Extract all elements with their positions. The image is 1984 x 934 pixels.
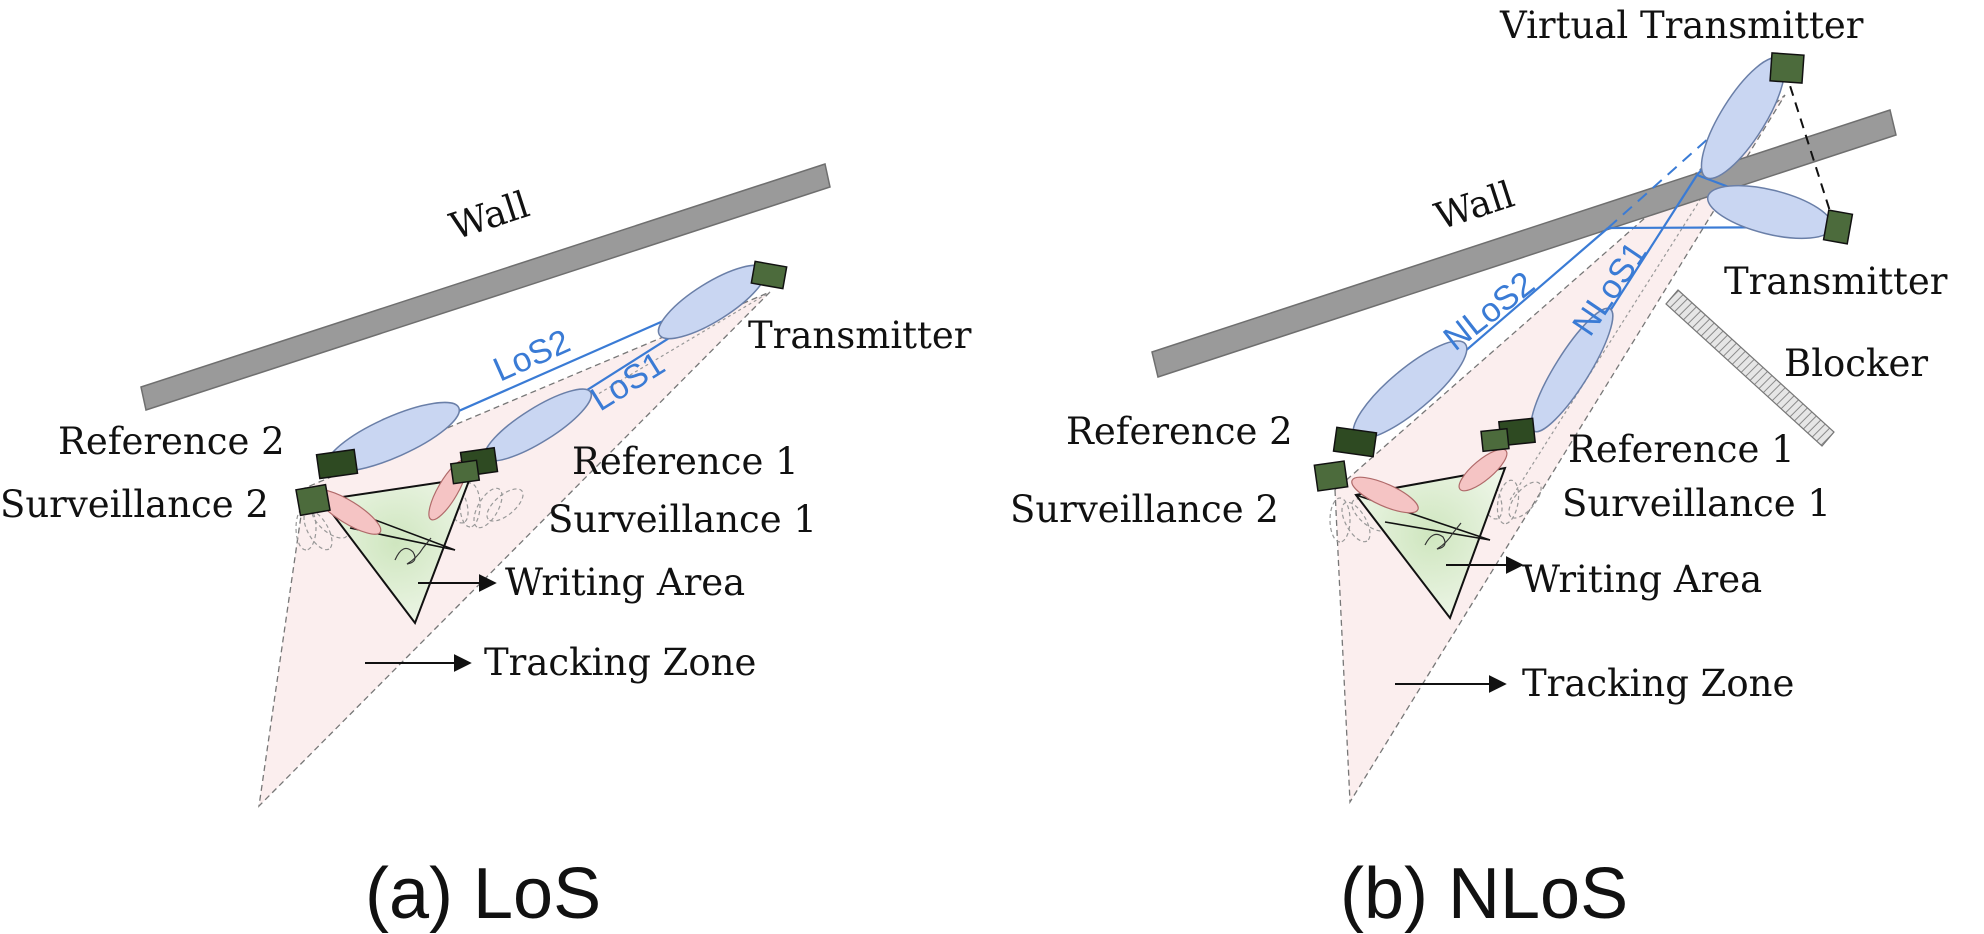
tracking-zone-edge (1509, 199, 1701, 501)
surveillance-1-label: Surveillance 1 (548, 498, 817, 541)
blocker-label: Blocker (1784, 342, 1928, 385)
blocker (1665, 289, 1835, 447)
wall-label: Wall (1429, 173, 1519, 239)
surveillance-2-label: Surveillance 2 (1010, 488, 1279, 531)
surveillance-1-antenna (449, 459, 481, 485)
reference-2-label: Reference 2 (1066, 410, 1293, 453)
mirror-line (1784, 69, 1836, 228)
surveillance-2-beam (1351, 476, 1419, 514)
pen-scribble-icon (1424, 522, 1462, 550)
virtual-transmitter-label: Virtual Transmitter (1499, 4, 1864, 47)
writing-area-label: Writing Area (1522, 558, 1762, 601)
reference-2-label: Reference 2 (58, 420, 285, 463)
reference-1-label: Reference 1 (572, 440, 799, 483)
surveillance-1-label: Surveillance 1 (1562, 482, 1831, 525)
writing-area-label: Writing Area (505, 561, 745, 604)
transmitter-beam (1706, 184, 1834, 240)
transmitter-label: Transmitter (1724, 260, 1948, 303)
panel-a: Wall Transmitter Reference 2 Surveillanc… (0, 163, 972, 934)
tracking-zone-edge (469, 291, 771, 471)
reference-2-antenna (1332, 426, 1378, 458)
panel-a-caption: (a) LoS (365, 854, 601, 934)
tracking-zone-area (1334, 94, 1786, 805)
panel-b-caption: (b) NLoS (1340, 854, 1628, 934)
surveillance-1-antenna (1480, 427, 1510, 453)
pen-scribble-icon (394, 537, 432, 565)
tracking-zone-label: Tracking Zone (1522, 662, 1794, 705)
panel-b: Virtual Transmitter Wall Transmitter Blo… (1010, 4, 1948, 934)
reference-2-antenna (315, 448, 359, 480)
transmitter-antenna (1822, 209, 1854, 245)
transmitter-antenna (750, 260, 788, 290)
tracking-zone-area (258, 291, 771, 808)
tracking-zone-label: Tracking Zone (484, 641, 756, 684)
wall-label: Wall (444, 183, 534, 249)
virtual-transmitter-antenna (1769, 52, 1805, 84)
reference-1-label: Reference 1 (1568, 428, 1795, 471)
transmitter-label: Transmitter (748, 314, 972, 357)
surveillance-1-beam (1458, 448, 1508, 492)
surveillance-2-antenna (295, 483, 331, 517)
writing-area-edge (1384, 521, 1491, 541)
wall (140, 163, 831, 411)
surveillance-2-label: Surveillance 2 (0, 483, 269, 526)
surveillance-2-antenna (1313, 460, 1349, 492)
